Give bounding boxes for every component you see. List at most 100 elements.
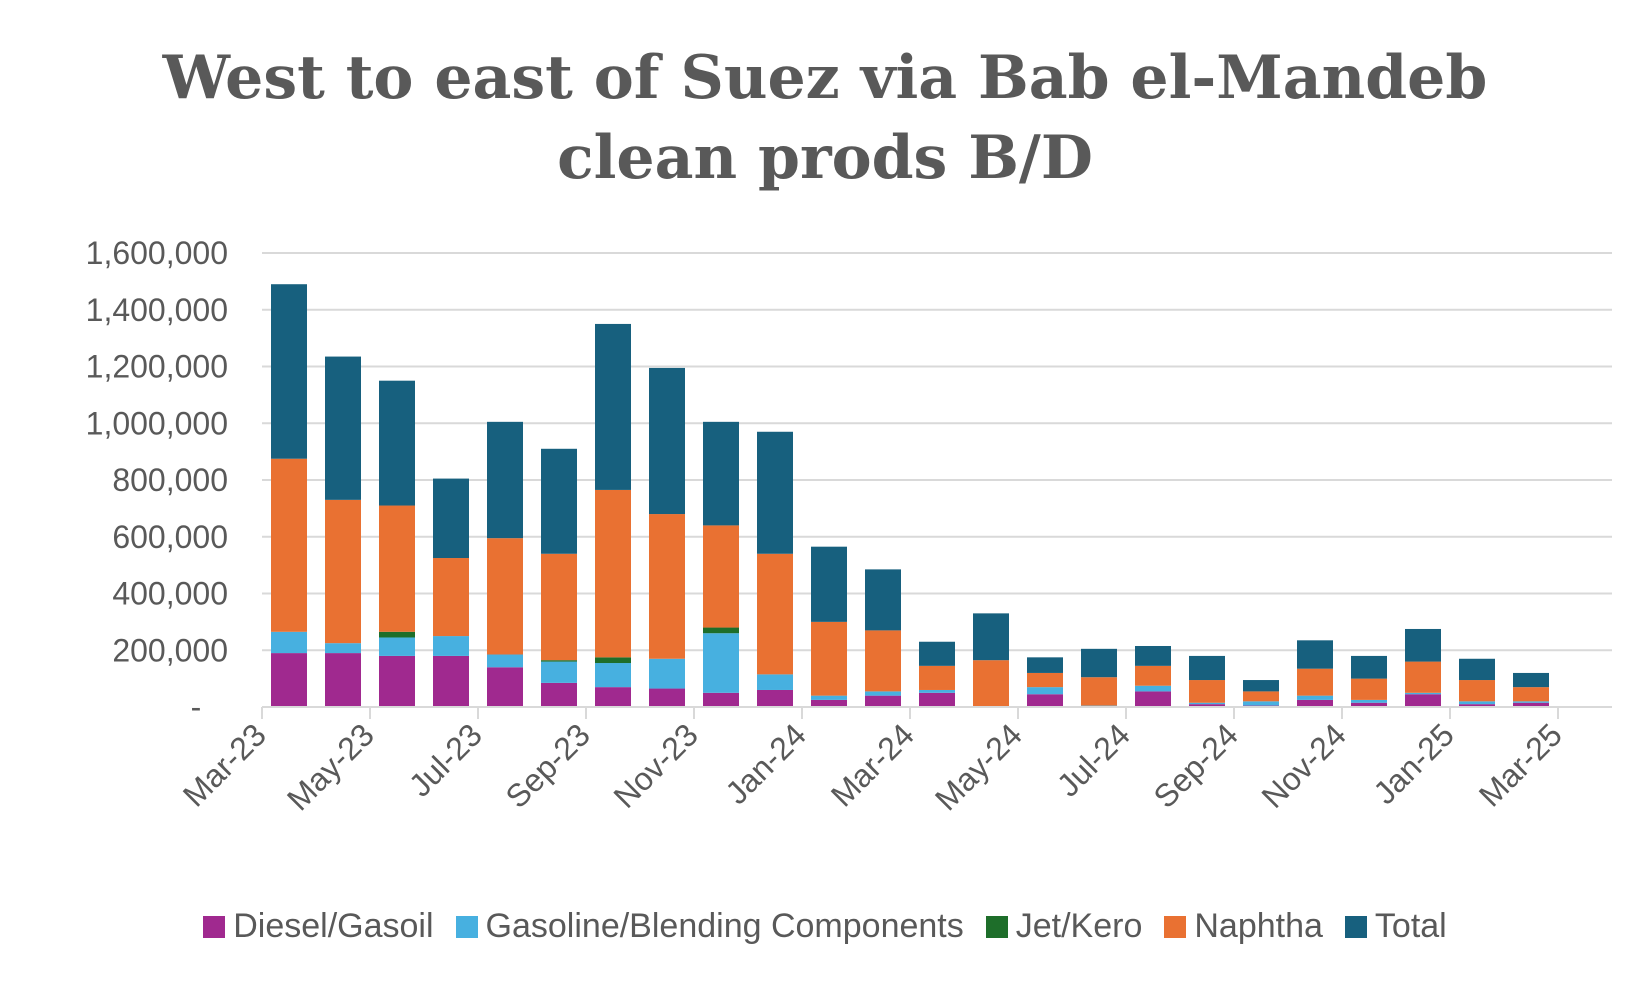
bar-segment (1135, 665, 1171, 686)
y-tick-label: 1,000,000 (86, 405, 228, 441)
bar-segment (919, 689, 955, 693)
bar-segment (541, 448, 577, 554)
x-axis: Mar-23 May-23 Jul-23 Sep-23 Nov-23 Jan-24 Mar-… (176, 706, 1612, 817)
bar-segment (487, 667, 523, 707)
legend-item: Diesel/Gasoil (203, 907, 434, 946)
legend-label: Gasoline/Blending Components (485, 907, 964, 945)
bar-segment (379, 655, 415, 707)
bar-segment (487, 421, 523, 539)
bar-segment (703, 627, 739, 634)
bar-segment (1351, 655, 1387, 679)
y-tick-label: 1,200,000 (86, 349, 228, 385)
bar-segment (1189, 680, 1225, 703)
bar-segment (1459, 701, 1495, 705)
bar-segment (271, 653, 307, 707)
bar-segment (1081, 648, 1117, 678)
bar-segment (1027, 687, 1063, 695)
x-tick-label: Mar-24 (824, 716, 921, 813)
legend-item: Jet/Kero (985, 907, 1142, 946)
bar-segment (379, 631, 415, 638)
bar-segment (973, 660, 1009, 707)
bar-segment (379, 380, 415, 506)
bar-segment (757, 553, 793, 675)
bar-segment (325, 356, 361, 500)
x-tick-label: Jul-24 (1050, 716, 1137, 803)
bar-segment (271, 458, 307, 632)
legend-item: Naphtha (1164, 907, 1323, 946)
bar-segment (1513, 702, 1549, 707)
bar-segment (1405, 661, 1441, 693)
legend-swatch (1164, 915, 1187, 938)
bar-segment (433, 655, 469, 707)
bar-segment (1459, 658, 1495, 681)
x-tick-label: May-23 (280, 716, 381, 817)
bar-segment (1297, 640, 1333, 669)
bar-segment (1459, 680, 1495, 702)
x-tick-label: Jan-24 (718, 716, 813, 811)
bar-segment (541, 553, 577, 661)
bar-segment (865, 630, 901, 692)
y-tick-label: 1,400,000 (86, 292, 228, 328)
legend-label: Total (1374, 907, 1447, 945)
bar-segment (865, 691, 901, 696)
x-tick-label: Jul-23 (402, 716, 489, 803)
y-tick-label: 200,000 (112, 632, 228, 668)
bar-segment (325, 499, 361, 644)
legend-swatch (203, 915, 226, 938)
legend-label: Naphtha (1194, 907, 1323, 945)
legend: Diesel/Gasoil Gasoline/Blending Component… (0, 907, 1650, 946)
bar-segment (919, 692, 955, 707)
bar-segment (1135, 645, 1171, 666)
bar-segment (1405, 628, 1441, 662)
bar-segment (1513, 701, 1549, 703)
bar-segment (1459, 704, 1495, 707)
y-axis-ticks: - 200,000 400,000 600,000 800,000 1,000,000 1,… (86, 235, 228, 725)
stacked-bar-chart: - 200,000 400,000 600,000 800,000 1,000,000 1,… (86, 235, 1612, 817)
bar-segment (1135, 685, 1171, 692)
chart-title: West to east of Suez via Bab el-Mandeb c… (0, 38, 1650, 198)
y-tick-label: 600,000 (112, 519, 228, 555)
bar-segment (1243, 701, 1279, 706)
x-tick-label: May-24 (928, 716, 1029, 817)
legend-item: Gasoline/Blending Components (455, 907, 964, 946)
bar-segment (595, 663, 631, 688)
bar-segment (541, 660, 577, 662)
bar-segment (865, 569, 901, 631)
bar-segment (703, 633, 739, 693)
bar-segment (757, 674, 793, 690)
bar-segment (595, 489, 631, 658)
bar-segment (1189, 704, 1225, 707)
bar-segment (487, 654, 523, 668)
bar-segment (1405, 692, 1441, 695)
bar-segment (433, 558, 469, 637)
bar-segment (1135, 691, 1171, 707)
bar-segment (541, 661, 577, 683)
bar-segment (1513, 687, 1549, 702)
bar-segment (379, 505, 415, 632)
bar-segment (1297, 668, 1333, 696)
x-tick-label: Mar-23 (176, 716, 273, 813)
bar-segment (1405, 694, 1441, 707)
chart-title-line-1: West to east of Suez via Bab el-Mandeb (162, 43, 1488, 113)
bar-segment (595, 323, 631, 490)
bar-segment (541, 682, 577, 707)
bar-segment (649, 514, 685, 659)
y-tick-label: 400,000 (112, 576, 228, 612)
bar-segment (811, 546, 847, 622)
legend-item: Total (1344, 907, 1447, 946)
bar-segment (595, 657, 631, 664)
bar-segment (325, 653, 361, 707)
chart-title-line-2: clean prods B/D (557, 123, 1093, 193)
legend-swatch (1344, 915, 1367, 938)
x-tick-label: Nov-24 (1255, 716, 1353, 814)
bar-segment (1027, 672, 1063, 688)
bar-segment (919, 641, 955, 666)
bar-segment (757, 689, 793, 707)
y-tick-label: 1,600,000 (86, 235, 228, 271)
bar-segment (1243, 680, 1279, 692)
y-tick-label: 800,000 (112, 462, 228, 498)
bar-segment (811, 695, 847, 700)
bar-segment (379, 637, 415, 656)
bar-segment (271, 631, 307, 654)
bar-segment (973, 613, 1009, 661)
